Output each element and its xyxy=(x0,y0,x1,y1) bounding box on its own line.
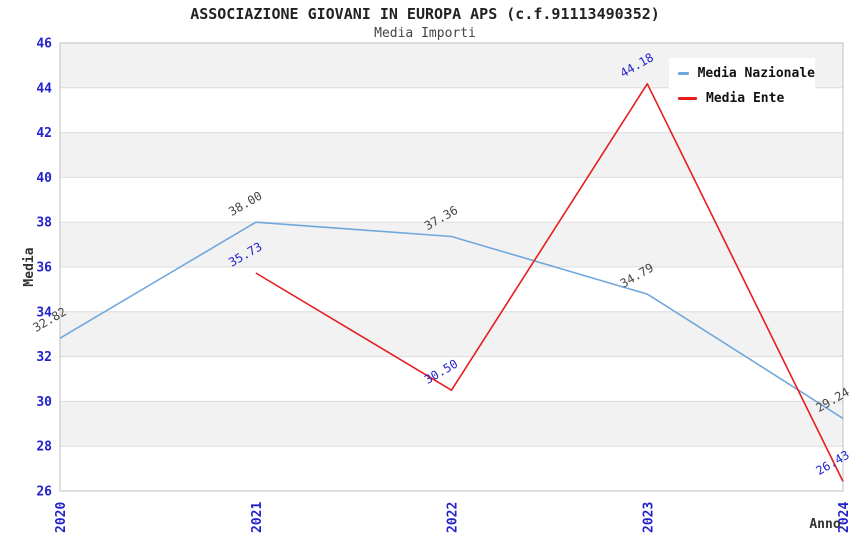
y-tick-label: 46 xyxy=(36,37,52,52)
y-tick-label: 40 xyxy=(36,171,52,186)
legend-item-media-nazionale: Media Nazionale xyxy=(669,61,815,86)
chart-subtitle: Media Importi xyxy=(374,26,476,41)
plot-band xyxy=(60,401,843,447)
plot-band xyxy=(60,132,843,178)
legend-label-ente: Media Ente xyxy=(706,91,785,106)
y-tick-label: 42 xyxy=(36,126,52,141)
x-tick-label: 2022 xyxy=(446,502,461,533)
plot-band xyxy=(60,267,843,312)
plot-band xyxy=(60,222,843,267)
series-line-media-ente xyxy=(255,83,844,482)
legend-item-media-ente: Media Ente xyxy=(669,86,815,111)
legend-label-nazionale: Media Nazionale xyxy=(697,66,815,81)
plot-band xyxy=(60,311,843,357)
x-tick-label: 2021 xyxy=(250,502,265,533)
x-tick-label: 2024 xyxy=(837,502,850,533)
y-tick-label: 26 xyxy=(36,485,52,500)
legend: Media Nazionale Media Ente xyxy=(669,58,815,115)
y-tick-label: 32 xyxy=(36,350,52,365)
plot-band xyxy=(60,446,843,491)
x-tick-label: 2023 xyxy=(641,502,656,533)
plot-border xyxy=(59,42,844,492)
y-tick-label: 36 xyxy=(36,261,52,276)
series-line-media-nazionale xyxy=(59,221,844,420)
y-axis-title: Media xyxy=(22,247,37,286)
y-tick-label: 28 xyxy=(36,440,52,455)
x-tick-label: 2020 xyxy=(54,502,69,533)
x-axis-title: Anno xyxy=(809,517,840,532)
plot-band xyxy=(60,356,843,402)
chart-title: ASSOCIAZIONE GIOVANI IN EUROPA APS (c.f.… xyxy=(190,5,660,23)
y-tick-label: 38 xyxy=(36,216,52,231)
legend-swatch-ente-icon xyxy=(678,97,697,100)
legend-swatch-nazionale-icon xyxy=(678,72,689,75)
y-tick-label: 30 xyxy=(36,395,52,410)
y-tick-label: 44 xyxy=(36,81,52,96)
y-tick-label: 34 xyxy=(36,305,52,320)
